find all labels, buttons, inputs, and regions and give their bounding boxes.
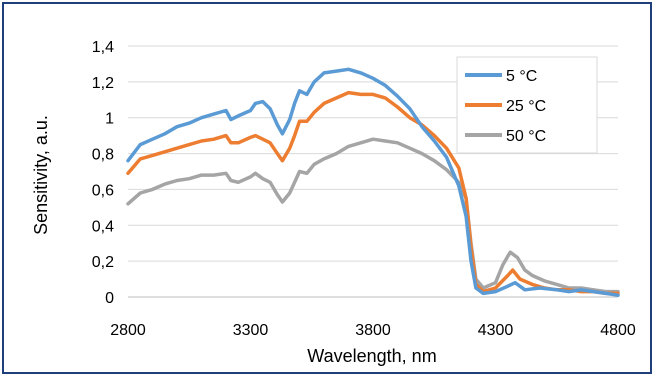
y-axis-title: Sensitivity, a.u. bbox=[31, 115, 51, 235]
legend-label: 25 °C bbox=[506, 98, 546, 115]
y-tick-label: 0 bbox=[105, 290, 114, 307]
x-tick-label: 3800 bbox=[355, 322, 391, 339]
x-axis-title: Wavelength, nm bbox=[307, 346, 436, 366]
series-line bbox=[126, 137, 620, 294]
y-tick-labels: 0 0,2 0,4 0,6 0,8 1 1,2 1,4 bbox=[92, 39, 114, 307]
y-tick-label: 1 bbox=[105, 111, 114, 128]
legend-label: 5 °C bbox=[506, 68, 537, 85]
legend: 5 °C 25 °C 50 °C bbox=[456, 56, 598, 154]
series-line bbox=[126, 67, 620, 297]
y-tick-label: 0,4 bbox=[92, 218, 114, 235]
x-tick-label: 4300 bbox=[478, 322, 514, 339]
y-tick-label: 0,6 bbox=[92, 182, 114, 199]
series-lines bbox=[126, 67, 620, 297]
y-tick-label: 0,2 bbox=[92, 254, 114, 271]
y-tick-label: 1,4 bbox=[92, 39, 114, 56]
legend-label: 50 °C bbox=[506, 128, 546, 145]
series-line bbox=[126, 90, 620, 296]
y-tick-label: 1,2 bbox=[92, 75, 114, 92]
y-tick-label: 0,8 bbox=[92, 147, 114, 164]
x-tick-label: 2800 bbox=[110, 322, 146, 339]
x-tick-labels: 2800 3300 3800 4300 4800 bbox=[110, 322, 636, 339]
x-tick-label: 3300 bbox=[233, 322, 269, 339]
x-tick-label: 4800 bbox=[600, 322, 636, 339]
